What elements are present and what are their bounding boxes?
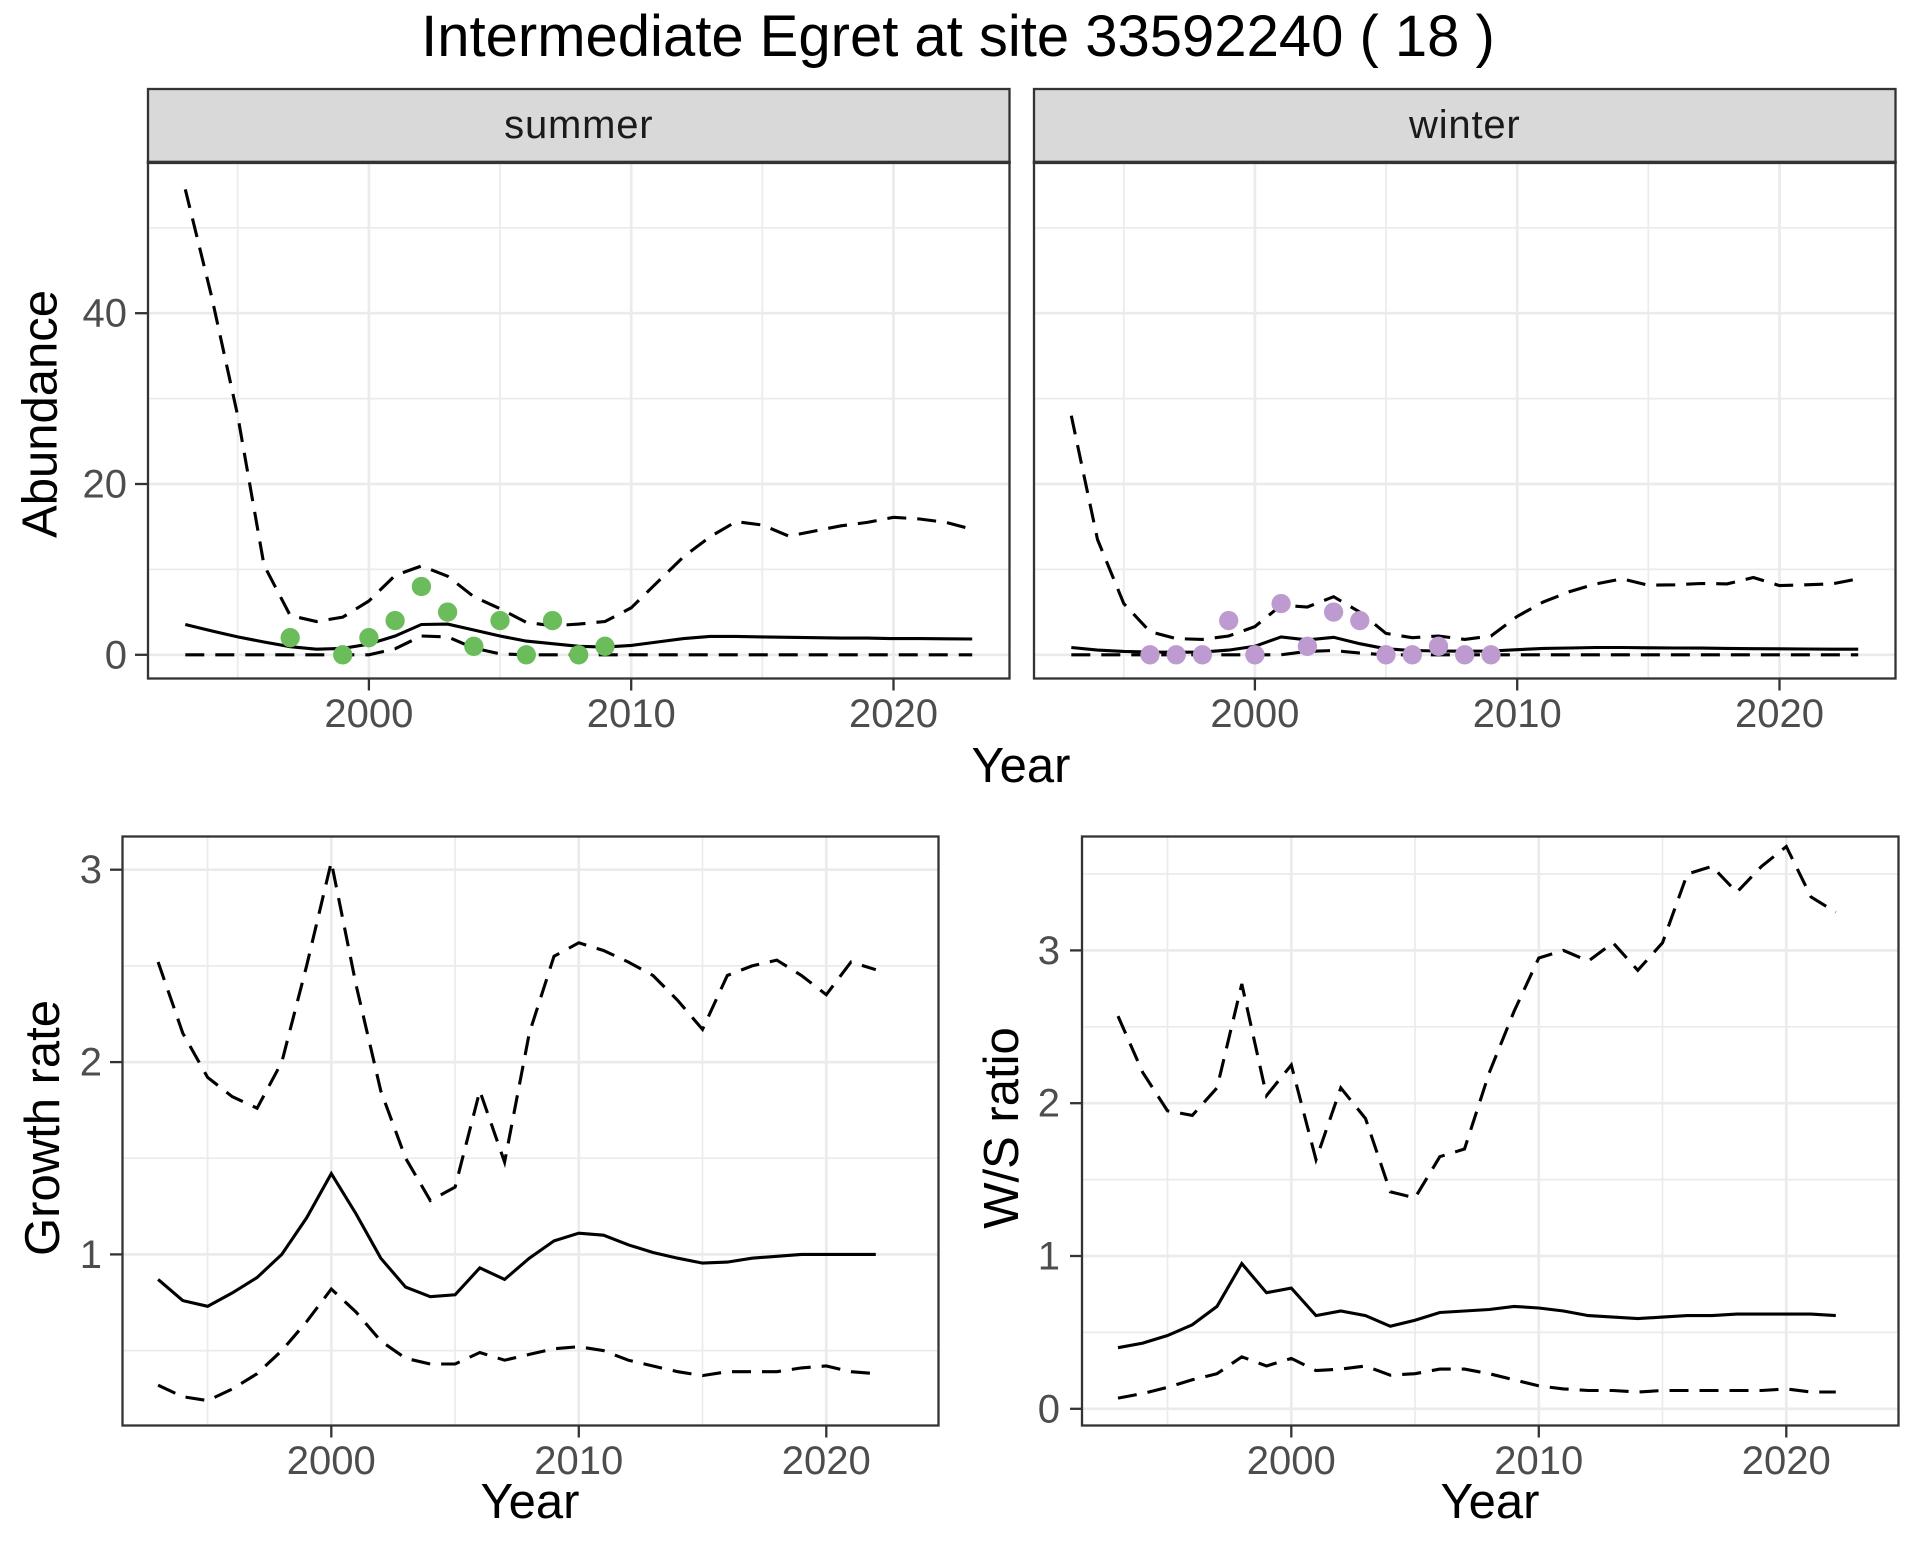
svg-text:2020: 2020 <box>849 692 938 736</box>
svg-text:Growth rate: Growth rate <box>16 1000 70 1256</box>
svg-text:2000: 2000 <box>1210 692 1299 736</box>
svg-text:0: 0 <box>1038 1387 1060 1431</box>
svg-text:Year: Year <box>480 1475 579 1529</box>
svg-text:Year: Year <box>971 739 1070 793</box>
svg-text:Abundance: Abundance <box>14 290 68 538</box>
svg-text:Year: Year <box>1440 1475 1539 1529</box>
svg-text:2010: 2010 <box>1494 1439 1583 1483</box>
svg-text:W/S ratio: W/S ratio <box>975 1027 1029 1228</box>
svg-text:40: 40 <box>83 292 128 336</box>
svg-text:2: 2 <box>1038 1082 1060 1126</box>
svg-text:Intermediate Egret at site 335: Intermediate Egret at site 33592240 ( 18… <box>421 4 1495 69</box>
svg-text:20: 20 <box>83 463 128 507</box>
svg-text:summer: summer <box>504 103 653 147</box>
svg-text:3: 3 <box>80 848 102 892</box>
svg-text:winter: winter <box>1408 103 1521 147</box>
svg-text:1: 1 <box>80 1233 102 1277</box>
svg-text:2010: 2010 <box>534 1439 623 1483</box>
svg-text:2010: 2010 <box>1473 692 1562 736</box>
svg-text:2020: 2020 <box>1742 1439 1831 1483</box>
svg-text:2: 2 <box>80 1041 102 1085</box>
svg-text:1: 1 <box>1038 1235 1060 1279</box>
svg-text:2000: 2000 <box>287 1439 376 1483</box>
svg-text:2000: 2000 <box>1247 1439 1336 1483</box>
svg-text:3: 3 <box>1038 929 1060 973</box>
svg-text:2010: 2010 <box>587 692 676 736</box>
svg-text:2020: 2020 <box>1735 692 1824 736</box>
svg-text:2020: 2020 <box>782 1439 871 1483</box>
svg-text:0: 0 <box>105 633 127 677</box>
svg-text:2000: 2000 <box>324 692 413 736</box>
